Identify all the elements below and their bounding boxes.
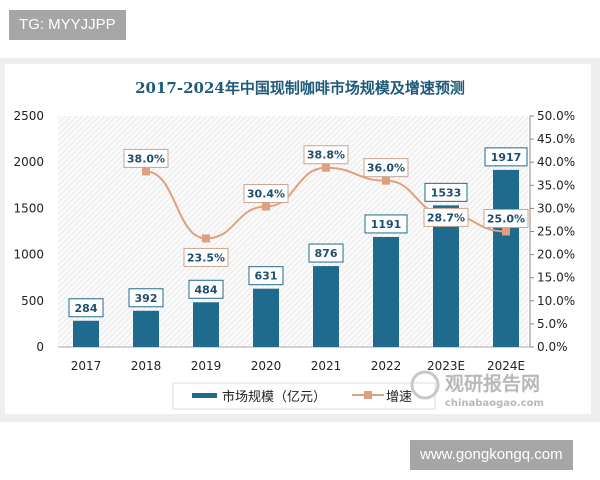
growth-marker bbox=[322, 163, 330, 172]
growth-marker bbox=[202, 234, 210, 243]
logo-url: chinabaogao.com bbox=[445, 398, 544, 409]
right-tick-label: 5.0% bbox=[537, 317, 568, 331]
growth-label-box bbox=[303, 145, 349, 165]
bar-label-box bbox=[308, 243, 344, 263]
bar bbox=[373, 236, 399, 347]
bar-label-box bbox=[424, 182, 468, 202]
source-logo: 观研报告网 chinabaogao.com bbox=[410, 370, 544, 409]
legend-bar-label: 市场规模（亿元） bbox=[222, 389, 326, 405]
right-tick-label: 15.0% bbox=[537, 271, 575, 285]
left-tick-label: 1500 bbox=[13, 201, 44, 215]
right-tick-label: 45.0% bbox=[537, 132, 575, 146]
growth-label: 38.8% bbox=[307, 149, 345, 162]
bar-label-box bbox=[188, 279, 224, 299]
bar-label: 1917 bbox=[491, 151, 522, 164]
x-tick-label: 2023E bbox=[427, 359, 465, 373]
legend: 市场规模（亿元） 增速 bbox=[172, 382, 436, 410]
bar-label: 1533 bbox=[431, 186, 462, 199]
growth-marker bbox=[382, 176, 390, 185]
bar bbox=[253, 288, 279, 347]
left-tick-label: 0 bbox=[36, 340, 44, 354]
bar-label-box bbox=[128, 288, 164, 308]
left-tick-label: 2500 bbox=[13, 109, 44, 123]
right-tick-label: 10.0% bbox=[537, 294, 575, 308]
growth-label: 28.7% bbox=[427, 211, 465, 224]
watermark-bottom: www.gongkongq.com bbox=[410, 440, 573, 470]
legend-bar-swatch bbox=[192, 393, 217, 398]
bar bbox=[313, 266, 339, 347]
logo-name: 观研报告网 bbox=[445, 372, 540, 395]
legend-line-swatch bbox=[364, 391, 372, 399]
right-tick-label: 35.0% bbox=[537, 178, 575, 192]
left-tick-label: 500 bbox=[21, 294, 44, 308]
x-tick-label: 2018 bbox=[131, 359, 162, 373]
bar-label-box bbox=[364, 214, 408, 234]
bar-label: 876 bbox=[315, 247, 338, 260]
right-tick-label: 20.0% bbox=[537, 248, 575, 262]
bar bbox=[133, 310, 159, 347]
x-tick-label: 2017 bbox=[71, 359, 102, 373]
right-tick-label: 40.0% bbox=[537, 155, 575, 169]
growth-marker bbox=[262, 202, 270, 211]
growth-label: 30.4% bbox=[247, 188, 285, 201]
right-tick-label: 0.0% bbox=[537, 340, 568, 354]
x-tick-label: 2019 bbox=[191, 359, 222, 373]
growth-label: 38.0% bbox=[127, 152, 165, 165]
x-tick-label: 2022 bbox=[371, 359, 402, 373]
growth-marker bbox=[502, 227, 510, 236]
watermark-top: TG: MYYJJPP bbox=[9, 10, 126, 40]
growth-label-box bbox=[123, 148, 169, 168]
bar-label-box bbox=[248, 266, 284, 286]
growth-label-box bbox=[243, 184, 289, 204]
growth-label-box bbox=[423, 207, 469, 227]
bar-label-box bbox=[484, 147, 528, 167]
bar-label: 1191 bbox=[371, 218, 402, 231]
growth-label: 36.0% bbox=[367, 162, 405, 175]
growth-label-box bbox=[363, 158, 409, 178]
bar-label: 484 bbox=[195, 283, 218, 296]
right-tick-label: 30.0% bbox=[537, 201, 575, 215]
left-tick-label: 2000 bbox=[13, 155, 44, 169]
right-tick-label: 50.0% bbox=[537, 109, 575, 123]
bar bbox=[493, 169, 519, 347]
bar-label-box bbox=[68, 298, 104, 318]
right-tick-label: 25.0% bbox=[537, 225, 575, 239]
growth-label-box bbox=[183, 247, 229, 267]
bar bbox=[73, 320, 99, 347]
x-tick-label: 2020 bbox=[251, 359, 282, 373]
x-tick-label: 2021 bbox=[311, 359, 342, 373]
bar bbox=[433, 205, 459, 347]
growth-label: 25.0% bbox=[487, 213, 525, 226]
bar-label: 631 bbox=[255, 270, 278, 283]
growth-label-box bbox=[483, 209, 529, 228]
bar-label: 284 bbox=[75, 302, 98, 315]
legend-line-label: 增速 bbox=[386, 390, 412, 405]
chart-title: 2017-2024年中国现制咖啡市场规模及增速预测 bbox=[135, 79, 465, 97]
growth-marker bbox=[142, 167, 150, 176]
growth-label: 23.5% bbox=[187, 251, 225, 264]
x-tick-label: 2024E bbox=[487, 359, 525, 373]
left-tick-label: 1000 bbox=[13, 248, 44, 262]
bar bbox=[193, 302, 219, 347]
bar-label: 392 bbox=[135, 292, 158, 305]
